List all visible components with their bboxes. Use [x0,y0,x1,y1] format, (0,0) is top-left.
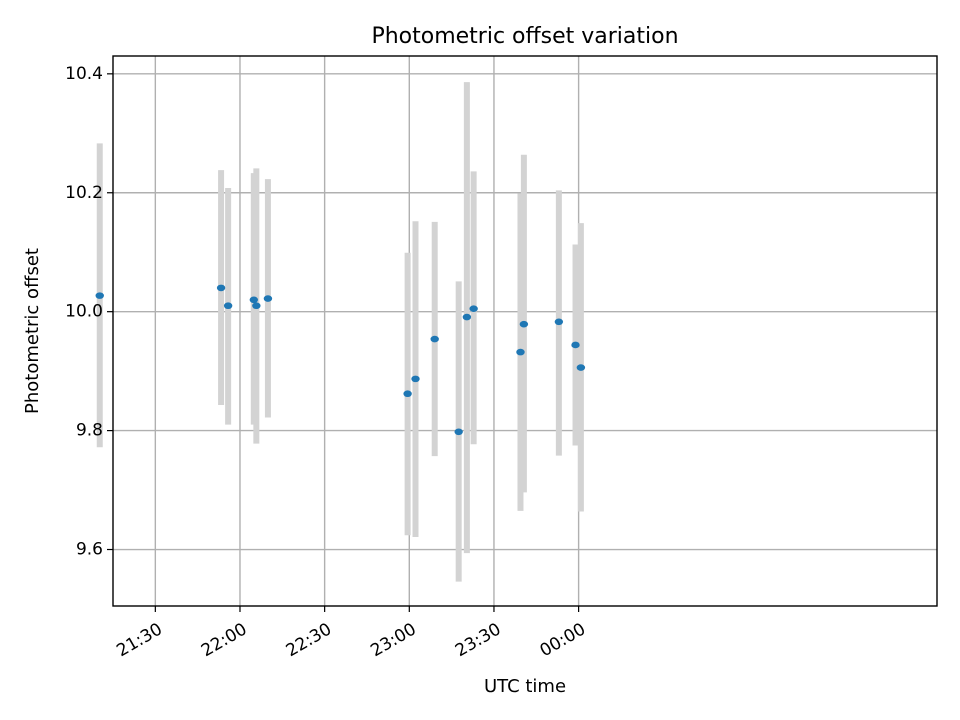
data-point [519,320,529,328]
y-tick-label: 9.8 [76,421,103,441]
y-tick-label: 10.4 [65,64,103,84]
data-point [249,296,259,304]
data-point [223,302,233,310]
data-point [216,284,226,292]
x-axis-label: UTC time [484,676,566,697]
data-point [263,295,273,302]
data-point [411,375,420,383]
data-point [403,390,412,398]
chart-title: Photometric offset variation [371,24,678,49]
x-tick-label: 23:00 [367,619,419,661]
axis-ticks: 21:30 22:00 22:30 23:00 23:30 00:00 9.6 9.8 10.0… [65,64,589,661]
x-tick-label: 21:30 [113,619,165,661]
plot-frame [112,55,938,607]
error-bars [96,82,584,582]
data-points [95,284,586,436]
data-point [95,292,104,299]
x-tick-label: 00:00 [537,619,589,661]
x-tick-label: 22:00 [198,619,250,661]
x-tick-label: 22:30 [283,619,335,661]
y-tick-label: 10.0 [65,302,103,322]
data-point [469,305,478,313]
y-axis-label: Photometric offset [22,248,43,414]
data-point [454,428,463,436]
data-point [430,335,439,343]
x-tick-label: 23:30 [452,619,504,661]
data-point [554,318,564,326]
y-tick-label: 10.2 [65,183,103,203]
data-point [571,341,580,349]
data-point [462,313,472,321]
data-point [576,364,586,371]
data-point [252,302,261,310]
data-point [516,348,525,356]
y-tick-label: 9.6 [76,540,103,560]
